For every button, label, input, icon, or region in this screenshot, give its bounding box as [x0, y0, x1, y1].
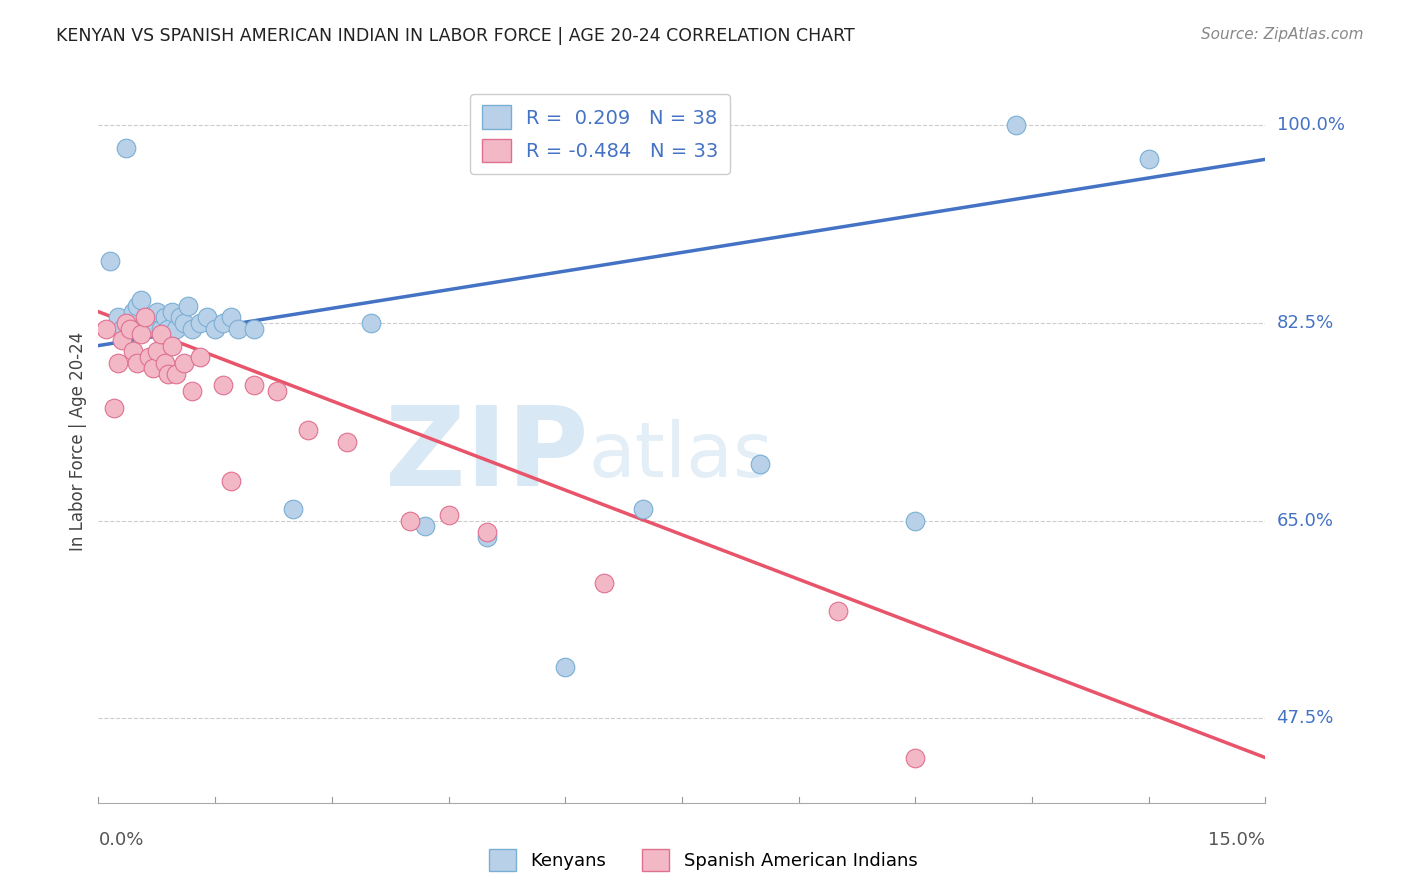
Legend: Kenyans, Spanish American Indians: Kenyans, Spanish American Indians — [481, 842, 925, 879]
Point — [146, 304, 169, 318]
Point — [266, 384, 288, 398]
Point — [195, 310, 218, 325]
Text: atlas: atlas — [589, 419, 773, 493]
Point — [107, 355, 129, 369]
Point — [827, 604, 849, 618]
Point — [111, 321, 134, 335]
Point — [243, 321, 266, 335]
Point — [165, 367, 187, 381]
Point — [228, 321, 250, 335]
Point — [204, 321, 226, 335]
Text: 65.0%: 65.0% — [1277, 512, 1333, 530]
Text: 82.5%: 82.5% — [1277, 314, 1334, 332]
Point — [477, 531, 499, 545]
Point — [122, 344, 145, 359]
Point — [169, 310, 191, 325]
Point — [593, 575, 616, 590]
Point — [129, 327, 152, 342]
Point — [118, 321, 141, 335]
Legend: R =  0.209   N = 38, R = -0.484   N = 33: R = 0.209 N = 38, R = -0.484 N = 33 — [470, 94, 730, 174]
Point — [114, 141, 136, 155]
Text: Source: ZipAtlas.com: Source: ZipAtlas.com — [1201, 27, 1364, 42]
Y-axis label: In Labor Force | Age 20-24: In Labor Force | Age 20-24 — [69, 332, 87, 551]
Point — [138, 310, 160, 325]
Point — [149, 327, 172, 342]
Point — [142, 361, 165, 376]
Point — [157, 321, 180, 335]
Text: 100.0%: 100.0% — [1277, 117, 1344, 135]
Point — [173, 355, 195, 369]
Point — [96, 321, 118, 335]
Point — [162, 304, 184, 318]
Point — [122, 304, 145, 318]
Point — [107, 310, 129, 325]
Point — [904, 750, 927, 764]
Point — [173, 316, 195, 330]
Point — [904, 514, 927, 528]
Point — [297, 423, 319, 437]
Point — [219, 310, 242, 325]
Point — [243, 378, 266, 392]
Point — [129, 293, 152, 308]
Point — [157, 367, 180, 381]
Point — [437, 508, 460, 522]
Point — [127, 355, 149, 369]
Point — [118, 316, 141, 330]
Text: ZIP: ZIP — [385, 402, 589, 509]
Point — [281, 502, 304, 516]
Point — [219, 474, 242, 488]
Point — [103, 401, 125, 415]
Point — [212, 316, 235, 330]
Text: 0.0%: 0.0% — [98, 831, 143, 849]
Point — [146, 344, 169, 359]
Point — [177, 299, 200, 313]
Point — [631, 502, 654, 516]
Point — [413, 519, 436, 533]
Point — [134, 310, 156, 325]
Point — [360, 316, 382, 330]
Point — [398, 514, 420, 528]
Point — [149, 321, 172, 335]
Point — [188, 316, 211, 330]
Point — [162, 338, 184, 352]
Point — [748, 457, 770, 471]
Point — [336, 434, 359, 449]
Point — [188, 350, 211, 364]
Point — [180, 321, 202, 335]
Point — [98, 253, 121, 268]
Text: 47.5%: 47.5% — [1277, 709, 1334, 727]
Point — [153, 355, 176, 369]
Point — [111, 333, 134, 347]
Point — [134, 321, 156, 335]
Point — [153, 310, 176, 325]
Point — [138, 350, 160, 364]
Point — [114, 316, 136, 330]
Point — [477, 524, 499, 539]
Point — [1137, 153, 1160, 167]
Point — [127, 299, 149, 313]
Text: KENYAN VS SPANISH AMERICAN INDIAN IN LABOR FORCE | AGE 20-24 CORRELATION CHART: KENYAN VS SPANISH AMERICAN INDIAN IN LAB… — [56, 27, 855, 45]
Text: 15.0%: 15.0% — [1208, 831, 1265, 849]
Point — [165, 321, 187, 335]
Point — [142, 316, 165, 330]
Point — [212, 378, 235, 392]
Point — [180, 384, 202, 398]
Point — [1005, 119, 1028, 133]
Point — [554, 660, 576, 674]
